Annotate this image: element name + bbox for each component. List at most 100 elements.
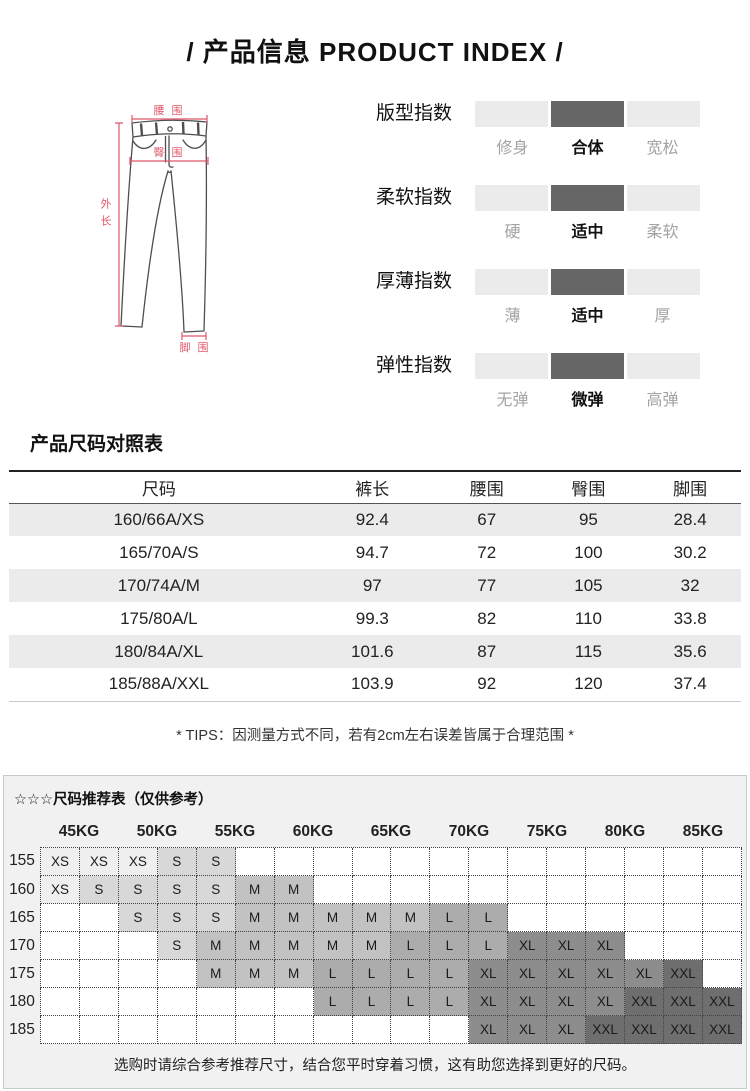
size-table-row: 185/88A/XXL 103.9 92 120 37.4 bbox=[9, 668, 741, 701]
index-options: 硬 适中 柔软 bbox=[475, 218, 700, 242]
size-cell: XXL bbox=[625, 987, 664, 1016]
index-option: 修身 bbox=[496, 140, 529, 157]
size-cell bbox=[469, 847, 509, 876]
size-table-cell: 72 bbox=[477, 542, 497, 562]
fly-stitch bbox=[168, 135, 174, 168]
index-name: 柔软指数 bbox=[376, 187, 453, 208]
size-table-cell: 160/66A/XS bbox=[113, 509, 205, 529]
size-cell bbox=[586, 847, 626, 876]
column-header: 尺码 bbox=[9, 471, 309, 504]
size-cell: M bbox=[313, 903, 353, 932]
size-cell: XL bbox=[586, 987, 626, 1016]
size-cell: L bbox=[391, 987, 431, 1016]
left-leg bbox=[120, 136, 169, 328]
size-cell: XS bbox=[79, 847, 119, 876]
size-cell: S bbox=[157, 903, 197, 932]
weight-header: 80KG bbox=[604, 822, 646, 840]
size-cell bbox=[196, 987, 236, 1016]
index-bar-segment bbox=[551, 185, 624, 211]
size-cell: S bbox=[157, 847, 197, 876]
size-cell: L bbox=[352, 987, 392, 1016]
index-options: 修身 合体 宽松 bbox=[475, 134, 700, 158]
index-bar-row: 版型指数 bbox=[376, 101, 700, 127]
height-label: 160 bbox=[9, 880, 35, 898]
column-header: 臀围 bbox=[537, 471, 640, 504]
index-block: 弹性指数 无弹 微弹 高弹 bbox=[376, 353, 700, 410]
size-cell bbox=[313, 1015, 353, 1044]
size-cell bbox=[391, 875, 431, 904]
size-cell: XL bbox=[469, 959, 509, 988]
size-cell: M bbox=[235, 931, 275, 960]
height-label: 185 bbox=[9, 1020, 35, 1038]
size-cell: XL bbox=[586, 931, 626, 960]
index-bar-segment bbox=[551, 269, 624, 295]
size-table-cell: 94.7 bbox=[355, 542, 389, 562]
size-cell bbox=[235, 1015, 275, 1044]
size-cell bbox=[79, 959, 119, 988]
right-pocket bbox=[182, 139, 207, 149]
size-cell bbox=[352, 875, 392, 904]
size-cell: XXL bbox=[625, 1015, 664, 1044]
index-name: 版型指数 bbox=[376, 103, 453, 124]
weight-header: 45KG bbox=[58, 822, 100, 840]
size-table-cell: 115 bbox=[574, 641, 602, 661]
size-table-cell: 35.6 bbox=[673, 641, 707, 661]
recommendation-cells: XS XS XS S S bbox=[40, 846, 742, 876]
size-table-cell: 175/80A/L bbox=[120, 608, 198, 628]
index-bar-segment bbox=[475, 101, 548, 127]
size-cell: XXL bbox=[664, 987, 703, 1016]
size-table-cell: 185/88A/XXL bbox=[108, 674, 209, 694]
size-cell bbox=[118, 987, 158, 1016]
size-cell bbox=[430, 847, 470, 876]
size-table-cell: 180/84A/XL bbox=[114, 641, 204, 661]
size-cell: M bbox=[235, 903, 275, 932]
height-label: 175 bbox=[9, 964, 35, 982]
weight-header: 55KG bbox=[214, 822, 256, 840]
size-table-cell: 92.4 bbox=[355, 509, 389, 529]
size-cell bbox=[79, 987, 119, 1016]
size-table-header-row: 尺码 裤长 腰围 臀围 脚围 bbox=[9, 471, 741, 504]
recommendation-grid: 155 XS XS XS S S 160 XS S S S S M M 165 S S S M M M M M L L 170 S M… bbox=[4, 846, 742, 1044]
size-table-title: 产品尺码对照表 bbox=[30, 434, 164, 455]
size-cell: S bbox=[118, 875, 158, 904]
size-table-cell: 103.9 bbox=[351, 674, 394, 694]
size-cell bbox=[702, 959, 742, 988]
size-cell bbox=[41, 987, 80, 1016]
size-cell: S bbox=[157, 875, 197, 904]
size-cell: S bbox=[118, 903, 158, 932]
size-cell bbox=[469, 875, 509, 904]
size-cell bbox=[625, 931, 664, 960]
size-cell bbox=[702, 847, 742, 876]
size-table-cell: 165/70A/S bbox=[119, 542, 199, 562]
size-cell bbox=[235, 847, 275, 876]
size-cell bbox=[118, 1015, 158, 1044]
size-cell: L bbox=[430, 931, 470, 960]
size-cell: M bbox=[391, 903, 431, 932]
size-table-cell: 67 bbox=[477, 509, 497, 529]
size-cell bbox=[664, 875, 703, 904]
size-cell bbox=[702, 931, 742, 960]
index-bar-row: 弹性指数 bbox=[376, 353, 700, 379]
size-cell: M bbox=[274, 903, 314, 932]
index-bar-segment bbox=[475, 185, 548, 211]
weight-header: 70KG bbox=[448, 822, 490, 840]
size-cell bbox=[274, 987, 314, 1016]
size-cell: M bbox=[274, 959, 314, 988]
size-cell bbox=[157, 987, 197, 1016]
column-header: 裤长 bbox=[308, 471, 436, 504]
recommendation-cells: XL XL XL XXL XXL XXL XXL bbox=[40, 1015, 742, 1044]
column-header: 腰围 bbox=[435, 471, 538, 504]
size-cell bbox=[508, 875, 548, 904]
height-label: 155 bbox=[9, 851, 35, 869]
size-cell: XS bbox=[41, 875, 80, 904]
recommendation-note: 选购时请综合参考推荐尺寸，结合您平时穿着习惯，这有助您选择到更好的尺码。 bbox=[114, 1057, 636, 1074]
size-cell: M bbox=[352, 931, 392, 960]
size-cell bbox=[79, 1015, 119, 1044]
height-label: 170 bbox=[9, 936, 35, 954]
outseam-label: 外长 bbox=[99, 198, 111, 232]
size-cell: XS bbox=[41, 847, 80, 876]
size-cell bbox=[313, 875, 353, 904]
size-table: 尺码 裤长 腰围 臀围 脚围 160/66A/XS 92.4 67 95 28.4 165/70A… bbox=[9, 470, 741, 702]
size-cell: XXL bbox=[586, 1015, 626, 1044]
